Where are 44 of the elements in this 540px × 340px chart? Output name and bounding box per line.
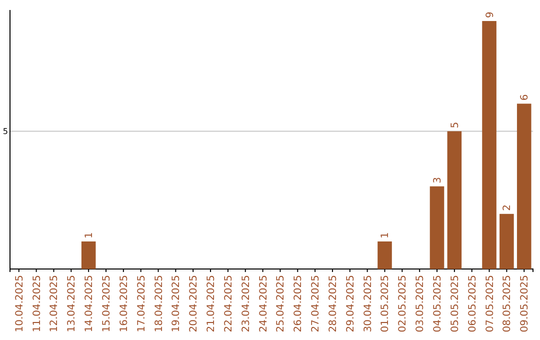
- x-tick-label: 29.04.2025: [345, 275, 356, 332]
- x-tick-label: 21.04.2025: [206, 275, 218, 332]
- x-tick-label: 17.04.2025: [136, 275, 148, 332]
- x-tick-label: 05.05.2025: [450, 275, 461, 332]
- x-tick-label: 16.04.2025: [118, 275, 130, 332]
- data-label: 1: [84, 232, 96, 238]
- x-tick-label: 09.05.2025: [520, 275, 531, 332]
- x-tick-label: 07.05.2025: [484, 275, 496, 332]
- x-tick-label: 12.04.2025: [49, 275, 60, 332]
- x-tick-label: 06.05.2025: [467, 275, 478, 332]
- x-tick-label: 04.05.2025: [432, 275, 444, 332]
- bar: [500, 214, 514, 269]
- data-label: 5: [450, 122, 461, 128]
- x-tick-label: 01.05.2025: [380, 275, 392, 332]
- x-tick-label: 26.04.2025: [293, 275, 304, 332]
- x-tick-label: 23.04.2025: [240, 275, 252, 332]
- x-tick-label: 15.04.2025: [101, 275, 112, 332]
- x-tick-label: 24.04.2025: [258, 275, 270, 332]
- x-tick-label: 03.05.2025: [415, 275, 426, 332]
- x-tick-label: 08.05.2025: [502, 275, 514, 332]
- bar: [378, 241, 392, 269]
- bar: [447, 131, 462, 269]
- x-tick-label: 22.04.2025: [223, 275, 234, 332]
- bar: [516, 104, 532, 269]
- bar: [81, 241, 96, 269]
- x-tick-label: 30.04.2025: [362, 275, 374, 332]
- x-tick-label: 14.04.2025: [84, 275, 96, 332]
- data-label: 3: [432, 176, 444, 184]
- x-tick-label: 28.04.2025: [328, 275, 339, 332]
- x-tick-label: 25.04.2025: [276, 275, 287, 332]
- data-label: 6: [520, 94, 531, 101]
- data-label: 9: [484, 12, 496, 18]
- x-tick-label: 13.04.2025: [66, 275, 78, 332]
- x-tick-label: 02.05.2025: [398, 275, 409, 332]
- x-tick-label: 20.04.2025: [188, 275, 200, 332]
- x-tick-label: 18.04.2025: [154, 275, 165, 332]
- data-label: 2: [502, 204, 514, 211]
- x-tick-label: 19.04.2025: [171, 275, 182, 332]
- bar: [430, 186, 444, 269]
- x-tick-label: 27.04.2025: [310, 275, 322, 332]
- data-label: 1: [380, 232, 392, 238]
- bar: [482, 21, 496, 269]
- x-tick-label: 11.04.2025: [32, 275, 43, 332]
- x-tick-label: 10.04.2025: [14, 275, 26, 332]
